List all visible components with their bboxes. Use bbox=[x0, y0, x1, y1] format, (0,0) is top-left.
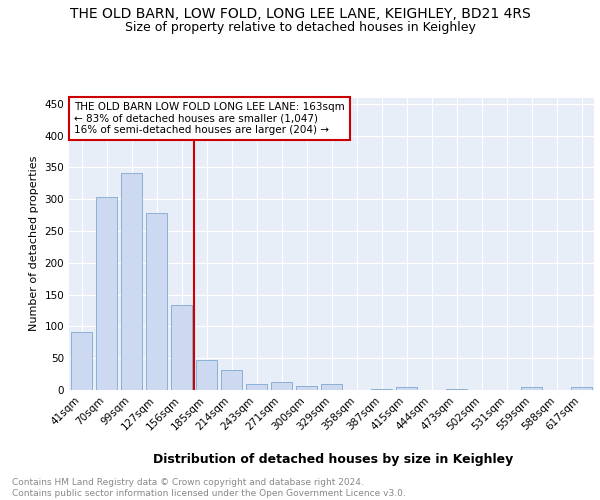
Text: Contains HM Land Registry data © Crown copyright and database right 2024.
Contai: Contains HM Land Registry data © Crown c… bbox=[12, 478, 406, 498]
Bar bbox=[446, 388, 467, 390]
Bar bbox=[571, 388, 592, 390]
Bar bbox=[396, 388, 417, 390]
Bar bbox=[71, 332, 92, 390]
Bar bbox=[146, 212, 167, 390]
Bar bbox=[171, 305, 192, 390]
Text: Distribution of detached houses by size in Keighley: Distribution of detached houses by size … bbox=[153, 452, 513, 466]
Bar bbox=[296, 386, 317, 390]
Bar bbox=[271, 382, 292, 390]
Bar bbox=[521, 388, 542, 390]
Text: Size of property relative to detached houses in Keighley: Size of property relative to detached ho… bbox=[125, 21, 475, 34]
Bar bbox=[321, 384, 342, 390]
Bar bbox=[246, 384, 267, 390]
Text: THE OLD BARN, LOW FOLD, LONG LEE LANE, KEIGHLEY, BD21 4RS: THE OLD BARN, LOW FOLD, LONG LEE LANE, K… bbox=[70, 8, 530, 22]
Y-axis label: Number of detached properties: Number of detached properties bbox=[29, 156, 39, 332]
Text: THE OLD BARN LOW FOLD LONG LEE LANE: 163sqm
← 83% of detached houses are smaller: THE OLD BARN LOW FOLD LONG LEE LANE: 163… bbox=[74, 102, 345, 135]
Bar bbox=[221, 370, 242, 390]
Bar bbox=[196, 360, 217, 390]
Bar bbox=[121, 173, 142, 390]
Bar bbox=[96, 198, 117, 390]
